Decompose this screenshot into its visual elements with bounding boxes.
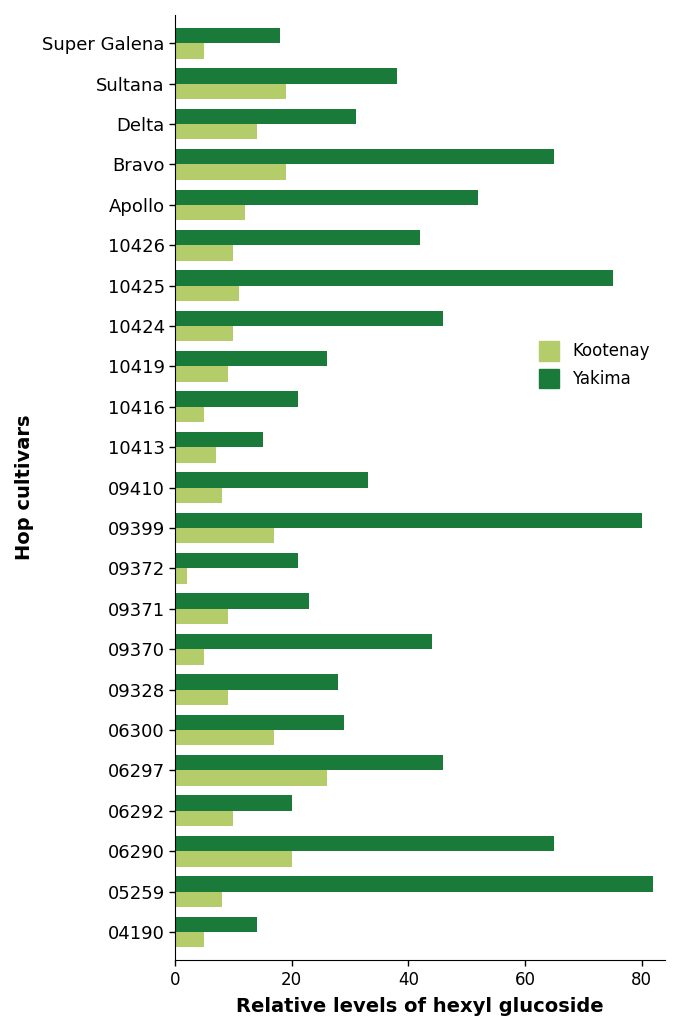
Legend: Kootenay, Yakima: Kootenay, Yakima: [532, 335, 657, 395]
Bar: [175, 609, 228, 624]
Bar: [175, 124, 257, 139]
Bar: [175, 917, 257, 932]
Bar: [175, 932, 204, 947]
Bar: [175, 28, 280, 43]
Bar: [175, 528, 274, 543]
Bar: [175, 472, 368, 488]
Bar: [175, 190, 479, 205]
Bar: [175, 447, 216, 463]
X-axis label: Relative levels of hexyl glucoside: Relative levels of hexyl glucoside: [236, 997, 604, 1016]
Bar: [175, 690, 228, 705]
Bar: [175, 770, 327, 786]
Bar: [175, 326, 233, 341]
Bar: [175, 553, 298, 568]
Bar: [175, 149, 554, 165]
Bar: [175, 730, 274, 745]
Bar: [175, 836, 554, 852]
Bar: [175, 84, 286, 99]
Bar: [175, 43, 204, 59]
Bar: [175, 108, 356, 124]
Bar: [175, 810, 233, 826]
Bar: [175, 796, 292, 810]
Bar: [175, 650, 204, 665]
Bar: [175, 165, 286, 179]
Bar: [175, 488, 222, 503]
Bar: [175, 568, 187, 584]
Y-axis label: Hop cultivars: Hop cultivars: [15, 414, 34, 561]
Bar: [175, 407, 204, 422]
Bar: [175, 755, 443, 770]
Bar: [175, 366, 228, 381]
Bar: [175, 245, 233, 261]
Bar: [175, 352, 327, 366]
Bar: [175, 205, 245, 221]
Bar: [175, 714, 344, 730]
Bar: [175, 270, 613, 286]
Bar: [175, 68, 396, 84]
Bar: [175, 310, 443, 326]
Bar: [175, 876, 653, 892]
Bar: [175, 432, 262, 447]
Bar: [175, 392, 298, 407]
Bar: [175, 512, 642, 528]
Bar: [175, 594, 309, 609]
Bar: [175, 634, 432, 650]
Bar: [175, 674, 339, 690]
Bar: [175, 892, 222, 907]
Bar: [175, 852, 292, 866]
Bar: [175, 230, 420, 245]
Bar: [175, 286, 239, 301]
